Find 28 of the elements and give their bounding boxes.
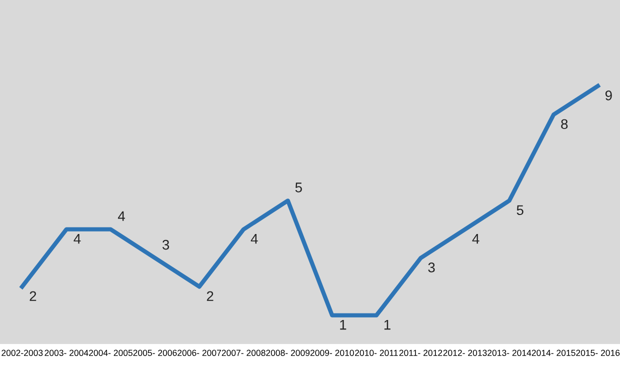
data-label: 4 (250, 234, 258, 244)
data-label: 3 (162, 240, 170, 250)
data-label: 5 (516, 205, 524, 216)
data-label: 1 (340, 320, 346, 330)
data-label: 2 (30, 291, 36, 301)
x-tick-label: 2007- 2008 (222, 350, 266, 356)
x-tick-label: 2013- 2014 (488, 350, 532, 356)
data-label: 8 (561, 119, 568, 130)
data-label: 4 (472, 234, 480, 244)
data-label: 9 (605, 90, 612, 100)
data-label: 3 (428, 262, 435, 272)
x-tick-label: 2014- 2015 (532, 350, 576, 356)
data-label: 1 (384, 320, 390, 330)
x-tick-label: 2015- 2016 (576, 350, 620, 356)
data-label: 5 (295, 182, 302, 192)
x-tick-label: 2005- 2006 (133, 350, 177, 356)
data-label: 2 (206, 291, 214, 301)
x-tick-label: 2003- 2004 (44, 350, 88, 356)
x-tick-label: 2004- 2005 (89, 350, 132, 356)
x-tick-label: 2006- 2007 (178, 350, 221, 356)
x-tick-label: 2010- 2011 (355, 350, 398, 356)
x-tick-label: 2002-2003 (2, 350, 43, 356)
x-tick-label: 2012- 2013 (443, 350, 487, 356)
x-tick-label: 2008- 2009 (266, 350, 310, 356)
x-tick-label: 2009- 2010 (310, 350, 354, 356)
x-tick-label: 2011- 2012 (399, 350, 442, 356)
data-label: 4 (118, 211, 125, 221)
data-label: 4 (74, 234, 81, 244)
